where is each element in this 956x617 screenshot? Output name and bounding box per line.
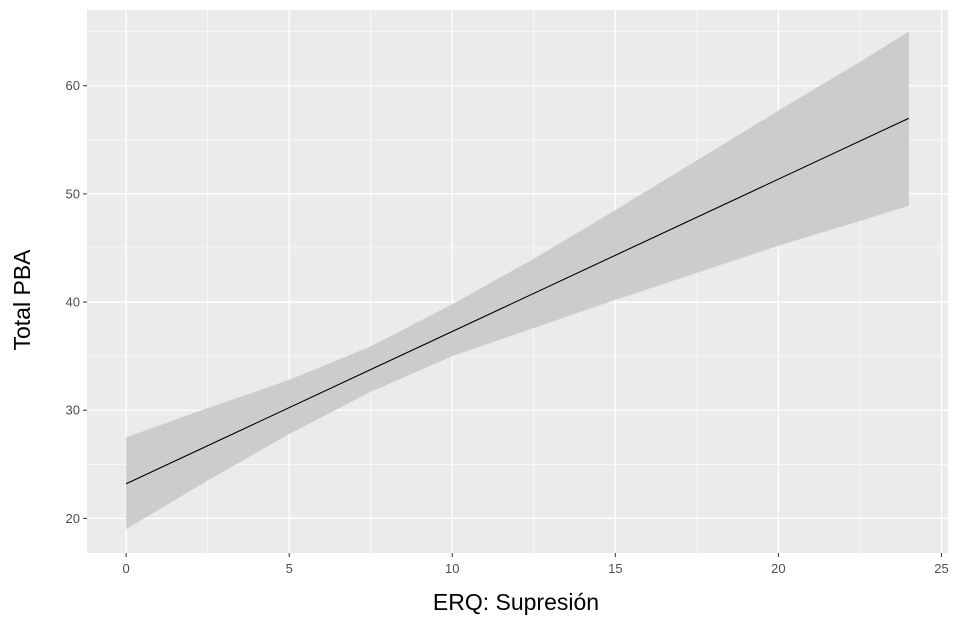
y-tick-label: 50 <box>66 186 80 201</box>
confidence-band-layer <box>126 31 909 530</box>
regression-line-layer <box>125 117 910 485</box>
x-tick-label: 5 <box>286 561 293 576</box>
x-tick-label: 0 <box>123 561 130 576</box>
y-axis-title: Total PBA <box>9 249 35 351</box>
regression-line <box>125 117 910 485</box>
x-tick-label: 25 <box>934 561 948 576</box>
x-tick-label: 10 <box>445 561 459 576</box>
x-tick-label: 15 <box>608 561 622 576</box>
y-tick-label: 30 <box>66 403 80 418</box>
y-tick-label: 40 <box>66 295 80 310</box>
x-axis-title: ERQ: Supresión <box>433 589 599 615</box>
x-tick-label: 20 <box>771 561 785 576</box>
confidence-band <box>126 31 909 530</box>
y-tick-label: 60 <box>66 78 80 93</box>
y-tick-label: 20 <box>66 511 80 526</box>
x-axis: 0 5 10 15 20 25 <box>123 553 949 576</box>
y-axis: 20 30 40 50 60 <box>66 78 87 526</box>
